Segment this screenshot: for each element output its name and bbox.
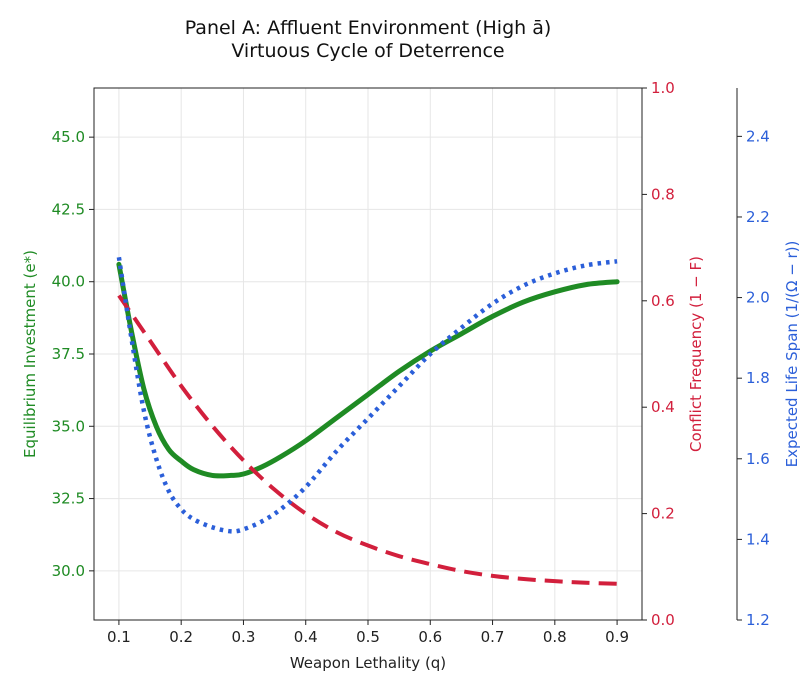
left-tick-label: 42.5 bbox=[52, 200, 85, 218]
series-line-conflict-frequency bbox=[117, 294, 618, 586]
far-right-tick-label: 1.4 bbox=[746, 530, 770, 548]
left-tick-label: 35.0 bbox=[52, 417, 85, 435]
far-right-axis-label: Expected Life Span (1/(Ω − r)) bbox=[783, 241, 801, 468]
left-tick-label: 32.5 bbox=[52, 490, 85, 508]
left-tick-label: 45.0 bbox=[52, 128, 85, 146]
far-right-tick-label: 2.0 bbox=[746, 289, 770, 307]
left-tick-label: 40.0 bbox=[52, 273, 85, 291]
right-axis-label: Conflict Frequency (1 − F) bbox=[687, 256, 705, 452]
x-tick-label: 0.5 bbox=[356, 628, 380, 646]
far-right-tick-label: 2.4 bbox=[746, 127, 770, 145]
left-tick-label: 37.5 bbox=[52, 345, 85, 363]
left-tick-label: 30.0 bbox=[52, 562, 85, 580]
chart-title-line1: Panel A: Affluent Environment (High ā) bbox=[185, 17, 552, 39]
right-tick-label: 0.8 bbox=[651, 185, 675, 203]
axes-layer: 0.1 0.2 0.3 0.4 0.5 0.6 0.7 0.8 0.9 30.0 32.5 35.0 3… bbox=[52, 79, 770, 646]
right-tick-label: 0.0 bbox=[651, 611, 675, 629]
x-tick-label: 0.1 bbox=[107, 628, 131, 646]
far-right-tick-label: 1.8 bbox=[746, 369, 770, 387]
far-right-tick-label: 2.2 bbox=[746, 208, 770, 226]
right-tick-label: 0.4 bbox=[651, 398, 675, 416]
x-tick-label: 0.4 bbox=[294, 628, 318, 646]
far-right-tick-label: 1.2 bbox=[746, 611, 770, 629]
x-tick-label: 0.3 bbox=[232, 628, 256, 646]
left-axis-label: Equilibrium Investment (e*) bbox=[21, 250, 39, 458]
right-tick-label: 0.2 bbox=[651, 505, 675, 523]
right-tick-label: 1.0 bbox=[651, 79, 675, 97]
right-tick-label: 0.6 bbox=[651, 292, 675, 310]
far-right-tick-label: 1.6 bbox=[746, 450, 770, 468]
grid bbox=[94, 88, 642, 620]
series-line-equilibrium-investment bbox=[116, 261, 620, 479]
x-tick-label: 0.9 bbox=[605, 628, 629, 646]
x-tick-label: 0.6 bbox=[418, 628, 442, 646]
chart-title-line2: Virtuous Cycle of Deterrence bbox=[231, 40, 504, 62]
x-tick-label: 0.7 bbox=[481, 628, 505, 646]
x-tick-label: 0.8 bbox=[543, 628, 567, 646]
x-tick-label: 0.2 bbox=[169, 628, 193, 646]
series-layer bbox=[116, 256, 620, 586]
x-axis-label: Weapon Lethality (q) bbox=[290, 654, 446, 672]
